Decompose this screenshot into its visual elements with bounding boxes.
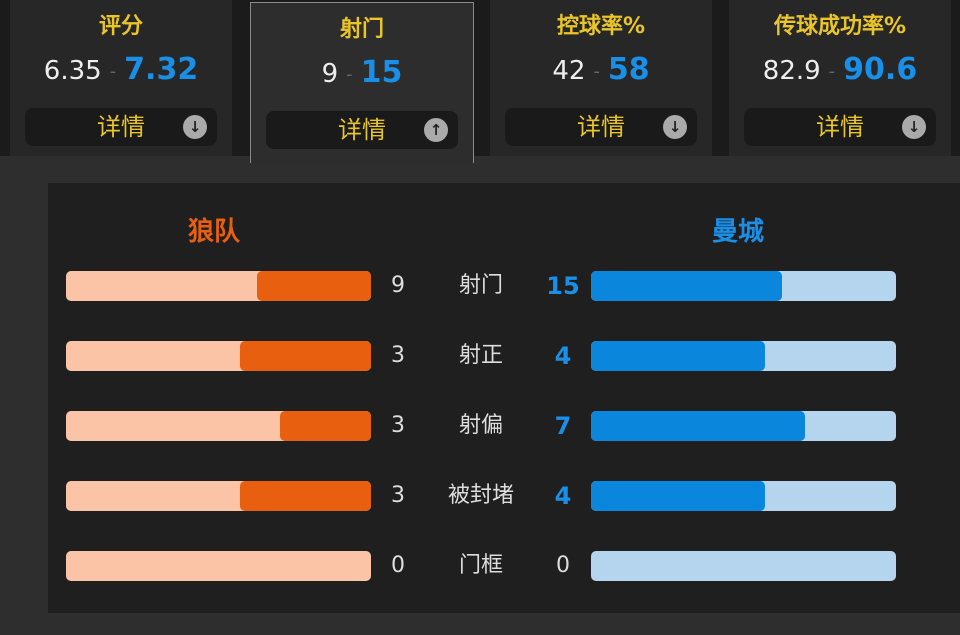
separator: - xyxy=(828,61,836,82)
stat-row: 3 被封堵 4 xyxy=(48,481,960,513)
away-bar xyxy=(591,411,896,441)
away-bar xyxy=(591,271,896,301)
stat-tab-card[interactable]: 射门 9-15 详情 ↑ xyxy=(250,2,474,163)
arrow-up-icon[interactable]: ↑ xyxy=(424,118,448,142)
home-value: 6.35 xyxy=(43,56,102,86)
away-bar-fill xyxy=(591,271,782,301)
home-bar-fill xyxy=(256,271,371,301)
away-bar-fill xyxy=(591,481,766,511)
home-stat-value: 3 xyxy=(391,483,405,508)
away-stat-value: 7 xyxy=(554,412,572,440)
stat-row: 9 射门 15 xyxy=(48,271,960,303)
detail-label: 详情 xyxy=(577,113,625,141)
home-stat-value: 3 xyxy=(391,413,405,438)
away-stat-value: 15 xyxy=(546,272,580,300)
away-bar xyxy=(591,481,896,511)
home-stat-value: 3 xyxy=(391,343,405,368)
detail-label: 详情 xyxy=(816,113,864,141)
detail-button[interactable]: 详情 ↓ xyxy=(744,108,936,146)
stat-label: 被封堵 xyxy=(447,483,514,508)
away-stat-value: 0 xyxy=(556,553,570,578)
home-bar-fill xyxy=(240,341,371,371)
home-value: 9 xyxy=(321,59,339,89)
away-bar-fill xyxy=(591,341,766,371)
stat-label: 门框 xyxy=(458,553,503,578)
separator: - xyxy=(109,61,117,82)
arrow-down-icon[interactable]: ↓ xyxy=(183,115,207,139)
away-value: 58 xyxy=(607,52,650,87)
home-bar-fill xyxy=(279,411,371,441)
card-title: 射门 xyxy=(339,17,384,42)
separator: - xyxy=(593,61,600,82)
card-title: 传球成功率% xyxy=(773,14,907,39)
home-bar xyxy=(66,481,371,511)
away-bar xyxy=(591,341,896,371)
home-bar xyxy=(66,341,371,371)
home-bar xyxy=(66,551,371,581)
home-team-name: 狼队 xyxy=(188,217,241,247)
stat-tab-card[interactable]: 控球率% 42-58 详情 ↓ xyxy=(490,0,712,156)
stat-row: 0 门框 0 xyxy=(48,551,960,583)
away-bar-fill xyxy=(591,411,805,441)
stat-row: 3 射偏 7 xyxy=(48,411,960,443)
home-bar xyxy=(66,271,371,301)
home-value: 42 xyxy=(552,56,586,86)
card-title: 评分 xyxy=(98,14,143,39)
home-stat-value: 9 xyxy=(391,273,405,298)
home-bar-fill xyxy=(240,481,371,511)
separator: - xyxy=(346,64,353,85)
stat-row: 3 射正 4 xyxy=(48,341,960,373)
stat-label: 射正 xyxy=(458,343,503,368)
home-bar xyxy=(66,411,371,441)
detail-label: 详情 xyxy=(97,113,145,141)
arrow-down-icon[interactable]: ↓ xyxy=(902,115,926,139)
stats-inner: 狼队 曼城 9 射门 15 3 射正 4 3 射偏 7 3 被封堵 4 0 门框… xyxy=(48,183,960,613)
detail-button[interactable]: 详情 ↑ xyxy=(266,111,458,149)
card-title: 控球率% xyxy=(556,14,646,39)
home-value: 82.9 xyxy=(762,56,821,86)
detail-label: 详情 xyxy=(338,116,386,144)
arrow-down-icon[interactable]: ↓ xyxy=(663,115,687,139)
away-stat-value: 4 xyxy=(554,342,572,370)
stat-label: 射门 xyxy=(458,273,503,298)
home-stat-value: 0 xyxy=(391,553,405,578)
stat-label: 射偏 xyxy=(458,413,503,438)
detail-button[interactable]: 详情 ↓ xyxy=(505,108,697,146)
away-stat-value: 4 xyxy=(554,482,572,510)
detail-button[interactable]: 详情 ↓ xyxy=(25,108,217,146)
stats-panel: 狼队 曼城 9 射门 15 3 射正 4 3 射偏 7 3 被封堵 4 0 门框… xyxy=(0,156,960,635)
stat-tab-card[interactable]: 传球成功率% 82.9-90.6 详情 ↓ xyxy=(729,0,951,156)
away-value: 7.32 xyxy=(124,52,199,87)
away-bar xyxy=(591,551,896,581)
stat-tab-card[interactable]: 评分 6.35-7.32 详情 ↓ xyxy=(10,0,232,156)
away-value: 90.6 xyxy=(843,52,918,87)
away-team-name: 曼城 xyxy=(712,217,765,247)
away-value: 15 xyxy=(360,55,403,90)
